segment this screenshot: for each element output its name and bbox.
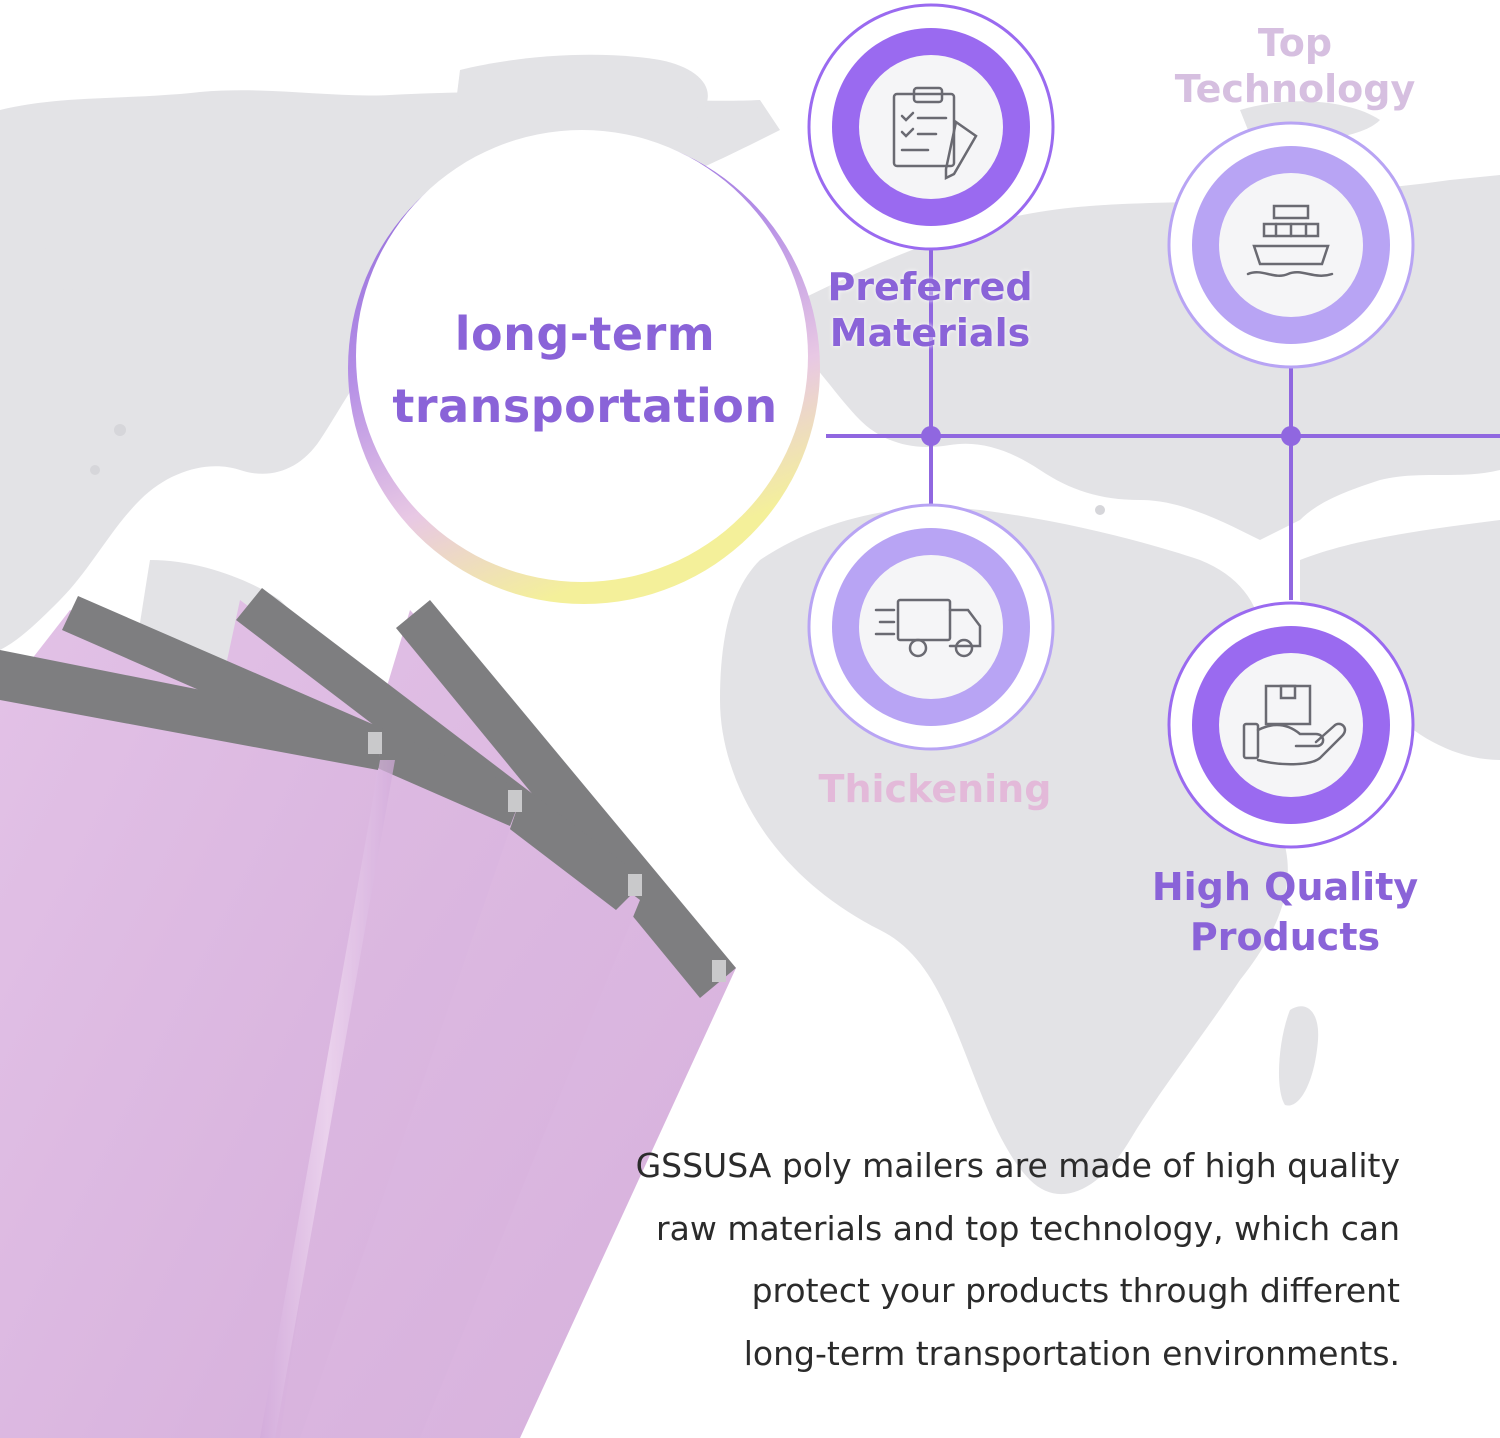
hero-title-line2: transportation [392,379,778,433]
product-description: GSSUSA poly mailers are made of high qua… [560,1135,1400,1385]
clipboard-checklist-icon [807,3,1055,251]
connector-node-left [921,426,941,446]
hero-title: long-term transportation [360,298,810,442]
cargo-ship-icon [1167,121,1415,369]
top-technology-label: Top Technology [1160,20,1430,112]
hero-circle [348,130,820,604]
preferred-materials-label: Preferred Materials [800,264,1060,356]
hand-package-icon [1167,601,1415,849]
high-quality-products-line1: High Quality [1151,865,1419,909]
thickening-label: Thickening [818,767,1052,811]
preferred-materials-line2: Materials [829,311,1031,355]
description-line4: long-term transportation environments. [743,1333,1400,1373]
description-line1: GSSUSA poly mailers are made of high qua… [635,1146,1400,1185]
delivery-truck-icon [807,503,1055,751]
preferred-materials-line1: Preferred [827,265,1033,309]
high-quality-products-line2: Products [1189,915,1381,959]
hero-title-line1: long-term [454,307,716,361]
top-technology-line1: Top [1257,21,1333,65]
mailer-bag-1 [0,650,395,1438]
high-quality-products-label: High Quality Products [1130,862,1440,962]
description-line3: protect your products through different [751,1271,1400,1310]
connector-node-right [1281,426,1301,446]
top-technology-line2: Technology [1174,67,1416,111]
description-line2: raw materials and top technology, which … [656,1208,1400,1248]
